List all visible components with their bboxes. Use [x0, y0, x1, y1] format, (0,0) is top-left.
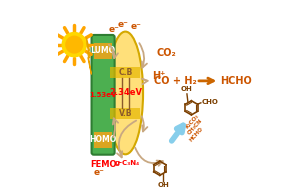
Text: e⁻: e⁻: [109, 25, 120, 34]
Polygon shape: [86, 37, 92, 74]
Text: OH: OH: [181, 86, 192, 92]
Text: V.B: V.B: [119, 109, 132, 118]
Text: HOMO: HOMO: [89, 135, 117, 144]
Text: g-C₃N₄: g-C₃N₄: [115, 160, 140, 166]
Bar: [110, 108, 140, 119]
Text: H⁺: H⁺: [152, 71, 166, 81]
Circle shape: [66, 36, 83, 53]
Ellipse shape: [108, 32, 143, 154]
Text: OH: OH: [157, 182, 169, 188]
Text: CO₂: CO₂: [156, 48, 176, 58]
Text: HCHO: HCHO: [220, 76, 252, 86]
Text: CH₃CN: CH₃CN: [187, 118, 203, 136]
Text: C.B: C.B: [118, 68, 132, 77]
Bar: [110, 67, 140, 78]
Text: LUMO: LUMO: [91, 46, 116, 55]
Text: CO + H₂: CO + H₂: [154, 76, 197, 86]
Bar: [94, 132, 112, 148]
Text: e⁻: e⁻: [131, 22, 141, 31]
Text: K₂CO₃: K₂CO₃: [185, 113, 200, 129]
Text: e⁻: e⁻: [94, 168, 105, 177]
Text: e⁻: e⁻: [118, 20, 129, 29]
Bar: [94, 43, 112, 59]
Text: CHO: CHO: [202, 99, 219, 105]
Circle shape: [62, 33, 86, 57]
Text: 2.34eV: 2.34eV: [109, 88, 142, 98]
Text: FEMO: FEMO: [90, 160, 116, 169]
Text: 1.53eV: 1.53eV: [89, 92, 117, 98]
Text: HCHO: HCHO: [189, 126, 204, 143]
FancyBboxPatch shape: [92, 35, 115, 155]
